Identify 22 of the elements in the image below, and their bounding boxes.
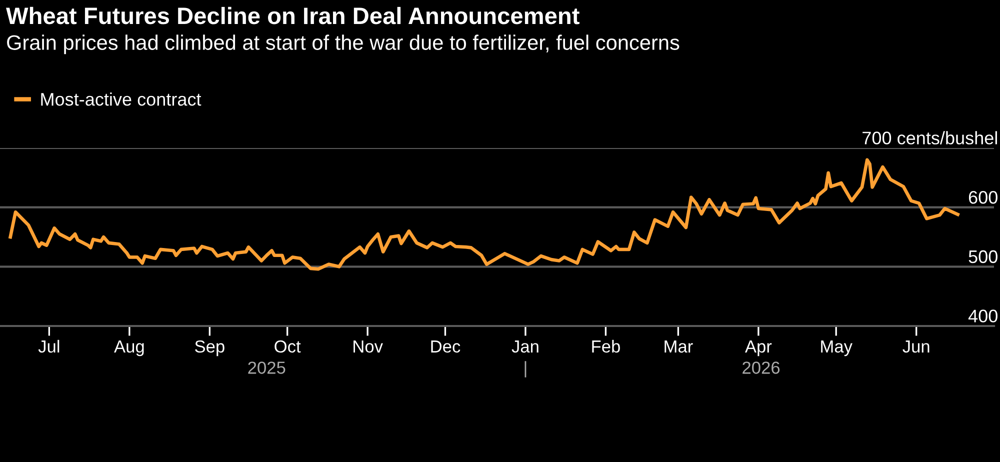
x-tick-label: Apr bbox=[744, 340, 772, 356]
x2-tick-label: 2025 bbox=[248, 362, 286, 374]
legend-label: Most-active contract bbox=[41, 92, 202, 106]
x-tick-label: Jul bbox=[38, 340, 60, 353]
x2-tick-label: 2026 bbox=[742, 362, 780, 374]
x-tick-label: Sep bbox=[195, 340, 224, 356]
y-tick-label: 700 cents/bushel bbox=[862, 131, 997, 144]
x-tick-label: Feb bbox=[592, 340, 620, 353]
x2-tick-label: | bbox=[524, 361, 526, 378]
x-tick-label: Jun bbox=[902, 340, 930, 353]
y-tick-label: 400 bbox=[968, 310, 998, 322]
x-tick-label: Oct bbox=[274, 340, 301, 353]
x-tick-label: Jan bbox=[512, 340, 538, 353]
x-tick-label: May bbox=[821, 340, 852, 356]
x-tick-label: Mar bbox=[664, 340, 693, 353]
chart-title: Wheat Futures Decline on Iran Deal Announcement bbox=[6, 6, 580, 24]
x-tick-label: Nov bbox=[354, 340, 383, 353]
x-tick-label: Dec bbox=[431, 340, 460, 353]
chart-subtitle: Grain prices had climbed at start of the war due to fertilizer, fuel concerns bbox=[7, 34, 680, 54]
x-tick-label: Aug bbox=[114, 340, 144, 356]
y-tick-label: 600 bbox=[968, 190, 998, 204]
y-tick-label: 500 bbox=[968, 250, 998, 264]
